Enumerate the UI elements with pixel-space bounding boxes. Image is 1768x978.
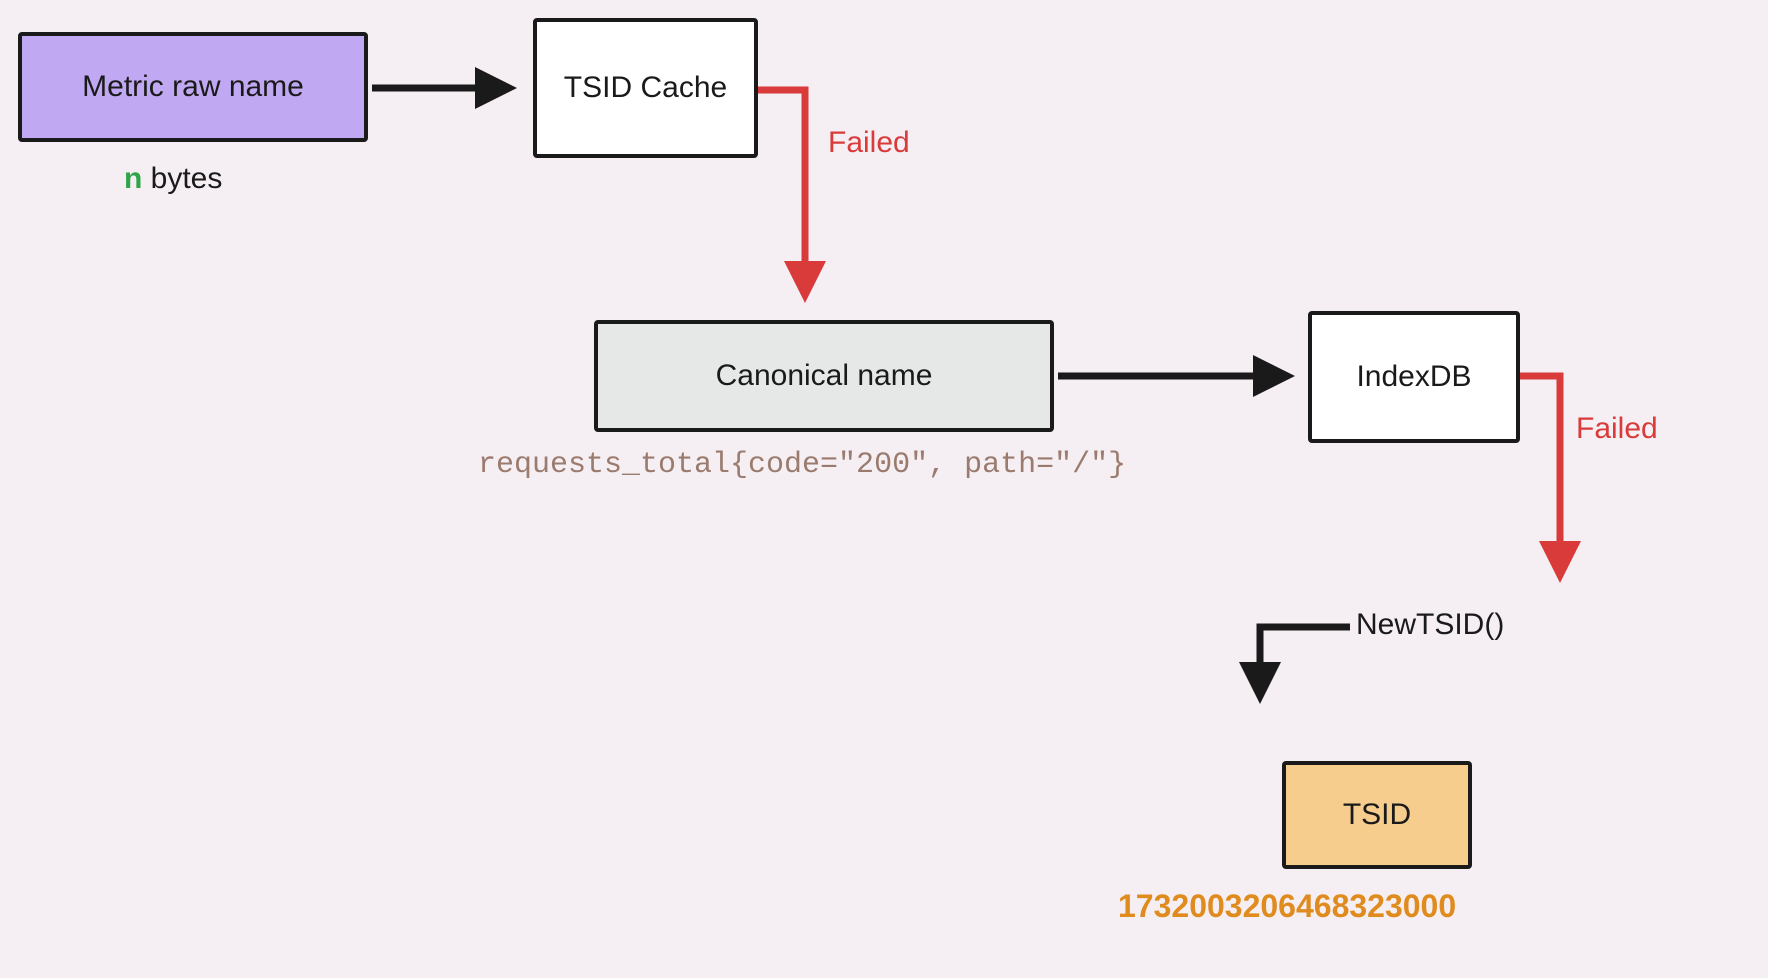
annotation-failed-cache: Failed — [828, 126, 910, 160]
node-metric-raw-name: Metric raw name — [18, 32, 368, 142]
node-label: TSID — [1343, 798, 1411, 832]
edge-newtsid-to-tsid — [1260, 627, 1350, 697]
n-bytes-suffix: bytes — [142, 162, 222, 195]
node-label: Metric raw name — [82, 70, 304, 104]
node-canonical-name: Canonical name — [594, 320, 1054, 432]
node-tsid: TSID — [1282, 761, 1472, 869]
edge-cache-to-canonical — [758, 90, 805, 296]
node-label: TSID Cache — [564, 71, 727, 105]
annotation-n-bytes: n bytes — [124, 162, 222, 196]
annotation-failed-indexdb: Failed — [1576, 412, 1658, 446]
annotation-requests-example: requests_total{code="200", path="/"} — [478, 448, 1126, 482]
node-tsid-cache: TSID Cache — [533, 18, 758, 158]
edge-indexdb-to-newtsid — [1520, 376, 1560, 576]
node-label: IndexDB — [1356, 360, 1471, 394]
n-bytes-prefix: n — [124, 162, 142, 195]
annotation-tsid-value: 1732003206468323000 — [1118, 888, 1456, 925]
node-indexdb: IndexDB — [1308, 311, 1520, 443]
node-label: Canonical name — [716, 359, 933, 393]
annotation-newtsid: NewTSID() — [1356, 608, 1504, 642]
diagram-canvas: Metric raw name TSID Cache Canonical nam… — [0, 0, 1768, 978]
